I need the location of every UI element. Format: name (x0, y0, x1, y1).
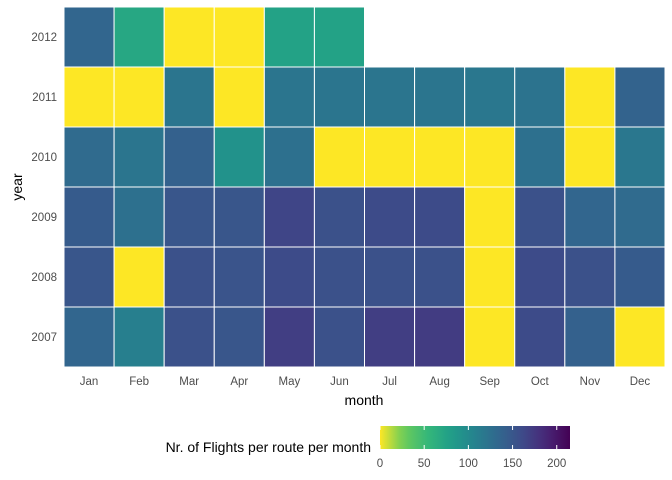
heatmap-cell-2009-apr (213, 186, 265, 248)
heatmap-cell-2008-jun (313, 246, 365, 308)
heatmap-cell-2011-mar (163, 66, 215, 128)
heatmap-cell-2009-mar (163, 186, 215, 248)
heatmap-cell-2007-feb (113, 306, 165, 368)
heatmap-cell-2010-sep (464, 126, 516, 188)
x-tick-label: Oct (531, 376, 550, 388)
heatmap-cell-2008-feb (113, 246, 165, 308)
heatmap-cell-2007-jun (313, 306, 365, 368)
heatmap-cell-2010-jul (364, 126, 416, 188)
heatmap-cell-2010-feb (113, 126, 165, 188)
heatmap-cell-2007-nov (564, 306, 616, 368)
heatmap-cell-2011-aug (414, 66, 466, 128)
heatmap-cell-2009-oct (514, 186, 566, 248)
heatmap-cell-2012-jun (313, 6, 365, 68)
heatmap-cell-2008-aug (414, 246, 466, 308)
heatmap-cell-2011-jan (63, 66, 115, 128)
colorbar-tick-label: 200 (547, 458, 566, 470)
colorbar-title: Nr. of Flights per route per month (166, 439, 371, 455)
heatmap-cell-2012-feb (113, 6, 165, 68)
heatmap-cell-2009-jun (313, 186, 365, 248)
heatmap-cell-2011-may (263, 66, 315, 128)
y-axis-title: year (9, 173, 25, 201)
heatmap-cell-2012-mar (163, 6, 215, 68)
heatmap-cell-2007-mar (163, 306, 215, 368)
heatmap-cell-2012-jan (63, 6, 115, 68)
heatmap-cell-2010-oct (514, 126, 566, 188)
y-tick-label: 2007 (31, 332, 57, 344)
heatmap-cell-2008-jan (63, 246, 115, 308)
x-tick-label: Nov (580, 376, 601, 388)
heatmap-cell-2011-dec (614, 66, 666, 128)
heatmap-cell-2009-sep (464, 186, 516, 248)
heatmap-cell-2010-nov (564, 126, 616, 188)
heatmap-cell-2009-nov (564, 186, 616, 248)
heatmap-cell-2008-may (263, 246, 315, 308)
heatmap-cell-2010-apr (213, 126, 265, 188)
heatmap-cell-2008-mar (163, 246, 215, 308)
heatmap-cell-2011-jul (364, 66, 416, 128)
heatmap-cell-2011-sep (464, 66, 516, 128)
x-tick-label: Jun (330, 376, 349, 388)
heatmap-cell-2007-apr (213, 306, 265, 368)
heatmap-cell-2011-feb (113, 66, 165, 128)
heatmap-cell-2008-apr (213, 246, 265, 308)
heatmap-cell-2010-mar (163, 126, 215, 188)
y-tick-label: 2008 (31, 272, 57, 284)
heatmap-cell-2011-apr (213, 66, 265, 128)
y-tick-label: 2010 (31, 152, 57, 164)
heatmap-cell-2007-oct (514, 306, 566, 368)
heatmap-cell-2007-dec (614, 306, 666, 368)
y-tick-label: 2012 (31, 32, 57, 44)
colorbar-tick-label: 50 (418, 458, 431, 470)
heatmap-cell-2008-jul (364, 246, 416, 308)
heatmap-cell-2012-apr (213, 6, 265, 68)
heatmap-cell-2009-aug (414, 186, 466, 248)
heatmap-cell-2007-aug (414, 306, 466, 368)
heatmap-cell-2010-jan (63, 126, 115, 188)
heatmap-cell-2009-feb (113, 186, 165, 248)
heatmap-cell-2007-may (263, 306, 315, 368)
y-tick-labels: 2012 2011 2010 2009 2008 2007 (31, 32, 57, 344)
heatmap-cell-2008-sep (464, 246, 516, 308)
colorbar-tick-label: 0 (377, 458, 383, 470)
x-tick-label: Sep (479, 376, 499, 388)
heatmap-cell-2012-may (263, 6, 315, 68)
x-tick-label: Mar (179, 376, 199, 388)
heatmap-cell-2007-sep (464, 306, 516, 368)
heatmap-cell-2010-jun (313, 126, 365, 188)
heatmap-cell-2009-dec (614, 186, 666, 248)
heatmap-cell-2007-jul (364, 306, 416, 368)
heatmap-cell-2008-dec (614, 246, 666, 308)
y-tick-label: 2011 (32, 92, 57, 104)
x-tick-label: Dec (630, 376, 651, 388)
heatmap-cell-2009-jan (63, 186, 115, 248)
x-tick-label: Aug (429, 376, 449, 388)
x-tick-label: Feb (129, 376, 149, 388)
x-tick-label: Apr (230, 376, 248, 388)
heatmap-cell-2009-jul (364, 186, 416, 248)
x-tick-label: Jul (382, 376, 397, 388)
colorbar-legend: Nr. of Flights per route per month 0 50 10… (166, 426, 570, 470)
colorbar-rect (380, 426, 570, 449)
heatmap-cell-2011-jun (313, 66, 365, 128)
heatmap-cell-2010-may (263, 126, 315, 188)
y-tick-label: 2009 (31, 212, 57, 224)
heatmap-cell-2011-oct (514, 66, 566, 128)
colorbar-ticks: 0 50 100 150 200 (377, 426, 566, 470)
heatmap-cell-2007-jan (63, 306, 115, 368)
x-axis-title: month (345, 392, 384, 408)
heatmap-cell-2010-aug (414, 126, 466, 188)
heatmap-cell-2008-nov (564, 246, 616, 308)
colorbar-tick-label: 150 (503, 458, 522, 470)
heatmap-cell-2008-oct (514, 246, 566, 308)
heatmap-cell-2009-may (263, 186, 315, 248)
colorbar-tick-label: 100 (459, 458, 478, 470)
x-tick-labels: Jan Feb Mar Apr May Jun Jul Aug Sep Oct Nov Dec (80, 376, 651, 388)
x-tick-label: Jan (80, 376, 99, 388)
heatmap-cell-2010-dec (614, 126, 666, 188)
heatmap-cell-2011-nov (564, 66, 616, 128)
heatmap-cells (63, 6, 666, 368)
x-tick-label: May (279, 376, 301, 388)
